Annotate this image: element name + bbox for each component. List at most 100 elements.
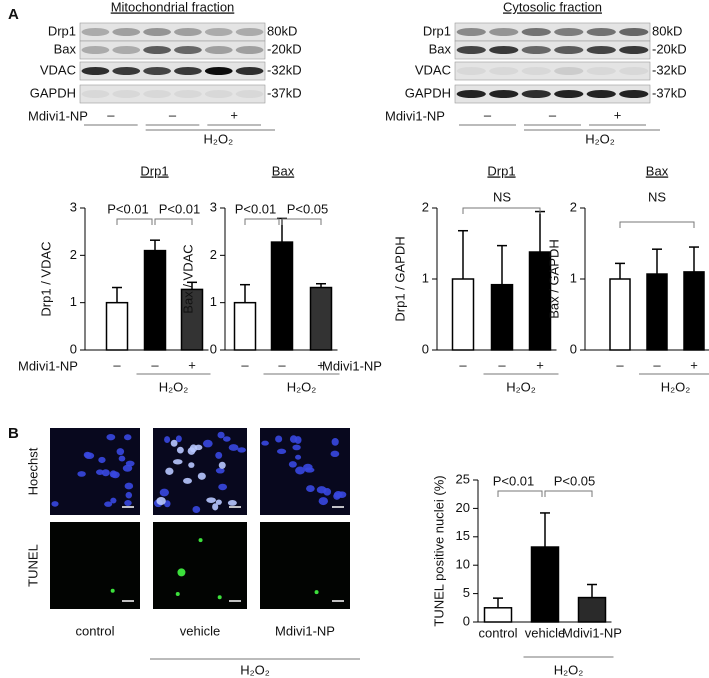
nucleus [218, 483, 228, 491]
nucleus [192, 506, 201, 514]
size-label: 80kD [267, 23, 297, 38]
tunel-spot [198, 538, 203, 543]
blot-band [143, 46, 171, 54]
blot-band [112, 28, 141, 36]
annotation: P<0.05 [287, 201, 329, 216]
comparison-bracket [544, 490, 593, 497]
treatment-label: Mdivi1-NP [18, 358, 78, 373]
nucleus [228, 444, 239, 451]
y-tick-label: 1 [210, 294, 217, 309]
annotation: NS [493, 189, 511, 204]
x-tick-label: control [478, 625, 517, 640]
chart-title: Drp1 [140, 163, 168, 178]
bar [609, 278, 631, 351]
nucleus [98, 456, 106, 464]
column-label: Mdivi1-NP [275, 623, 335, 638]
y-tick-label: 2 [570, 199, 577, 214]
blot-band [554, 90, 584, 98]
group-label: H₂O₂ [240, 662, 270, 677]
y-tick-label: 5 [463, 585, 470, 600]
x-tick-label: + [690, 357, 698, 372]
bar [577, 596, 607, 623]
nucleus [125, 460, 135, 467]
nucleus [237, 447, 246, 453]
y-tick-label: 20 [456, 500, 470, 515]
bar [528, 251, 552, 351]
nucleus [172, 459, 183, 465]
chart-title: Bax [646, 163, 669, 178]
comparison-bracket [154, 218, 193, 225]
chart-title: Bax [272, 163, 295, 178]
nucleus [227, 499, 237, 506]
nucleus [215, 467, 225, 474]
bar [490, 283, 514, 351]
y-tick-label: 0 [463, 613, 470, 628]
nucleus [156, 497, 166, 505]
blot-band [235, 46, 264, 54]
tunel-spot [110, 588, 115, 593]
y-tick-label: 0 [70, 341, 77, 356]
nucleus [159, 488, 169, 497]
nucleus [303, 463, 313, 471]
blot-band [174, 67, 202, 75]
y-tick-label: 1 [570, 270, 577, 285]
nucleus [164, 436, 171, 443]
y-tick-label: 2 [70, 247, 77, 262]
y-tick-label: 10 [456, 557, 470, 572]
nucleus [124, 499, 132, 506]
nucleus [331, 438, 339, 446]
bar [483, 607, 513, 623]
blot-band [586, 90, 616, 98]
blot-band [204, 46, 233, 54]
blot-band [619, 90, 649, 98]
x-tick-label: – [653, 357, 661, 372]
bar [309, 286, 333, 351]
treatment-label: Mdivi1-NP [385, 108, 445, 123]
treatment-label: Mdivi1-NP [322, 358, 382, 373]
blot-band [174, 90, 202, 98]
bar [143, 249, 167, 351]
tunel-spot [177, 568, 186, 577]
blot-band [489, 28, 519, 36]
chart-title: Drp1 [487, 163, 515, 178]
protein-label: Bax [54, 41, 77, 56]
column-label: vehicle [180, 623, 220, 638]
nucleus [183, 477, 192, 484]
nucleus [295, 454, 302, 460]
nucleus [333, 492, 341, 500]
blot-title: Mitochondrial fraction [111, 0, 235, 14]
y-axis-label: Drp1 / GAPDH [392, 236, 407, 321]
nucleus [176, 446, 184, 454]
size-label: -32kD [267, 62, 302, 77]
nucleus [275, 435, 283, 443]
annotation: P<0.01 [493, 473, 535, 488]
blot-band [554, 28, 584, 36]
protein-label: Drp1 [48, 23, 76, 38]
x-tick-label: + [188, 357, 196, 372]
panel-label: A [8, 6, 19, 23]
blot-band [554, 67, 584, 75]
tunel-spot [314, 590, 319, 595]
annotation: P<0.05 [554, 473, 596, 488]
protein-label: VDAC [415, 62, 451, 77]
x-tick-label: – [241, 357, 249, 372]
protein-label: Bax [429, 41, 452, 56]
blot-band [586, 67, 616, 75]
blot-band [456, 67, 486, 75]
nucleus [96, 469, 104, 475]
nucleus [330, 450, 340, 457]
nucleus [124, 482, 134, 490]
nucleus [175, 435, 182, 443]
nucleus [215, 499, 222, 505]
blot-strip [454, 84, 651, 104]
group-label: H₂O₂ [287, 379, 317, 394]
blot-band [174, 46, 202, 54]
y-tick-label: 2 [422, 199, 429, 214]
treatment-sign: – [107, 107, 115, 122]
nucleus [306, 485, 315, 493]
tunel-spot [217, 595, 222, 600]
blot-band [112, 90, 141, 98]
treatment-sign: – [484, 107, 492, 122]
x-tick-label: – [113, 357, 121, 372]
